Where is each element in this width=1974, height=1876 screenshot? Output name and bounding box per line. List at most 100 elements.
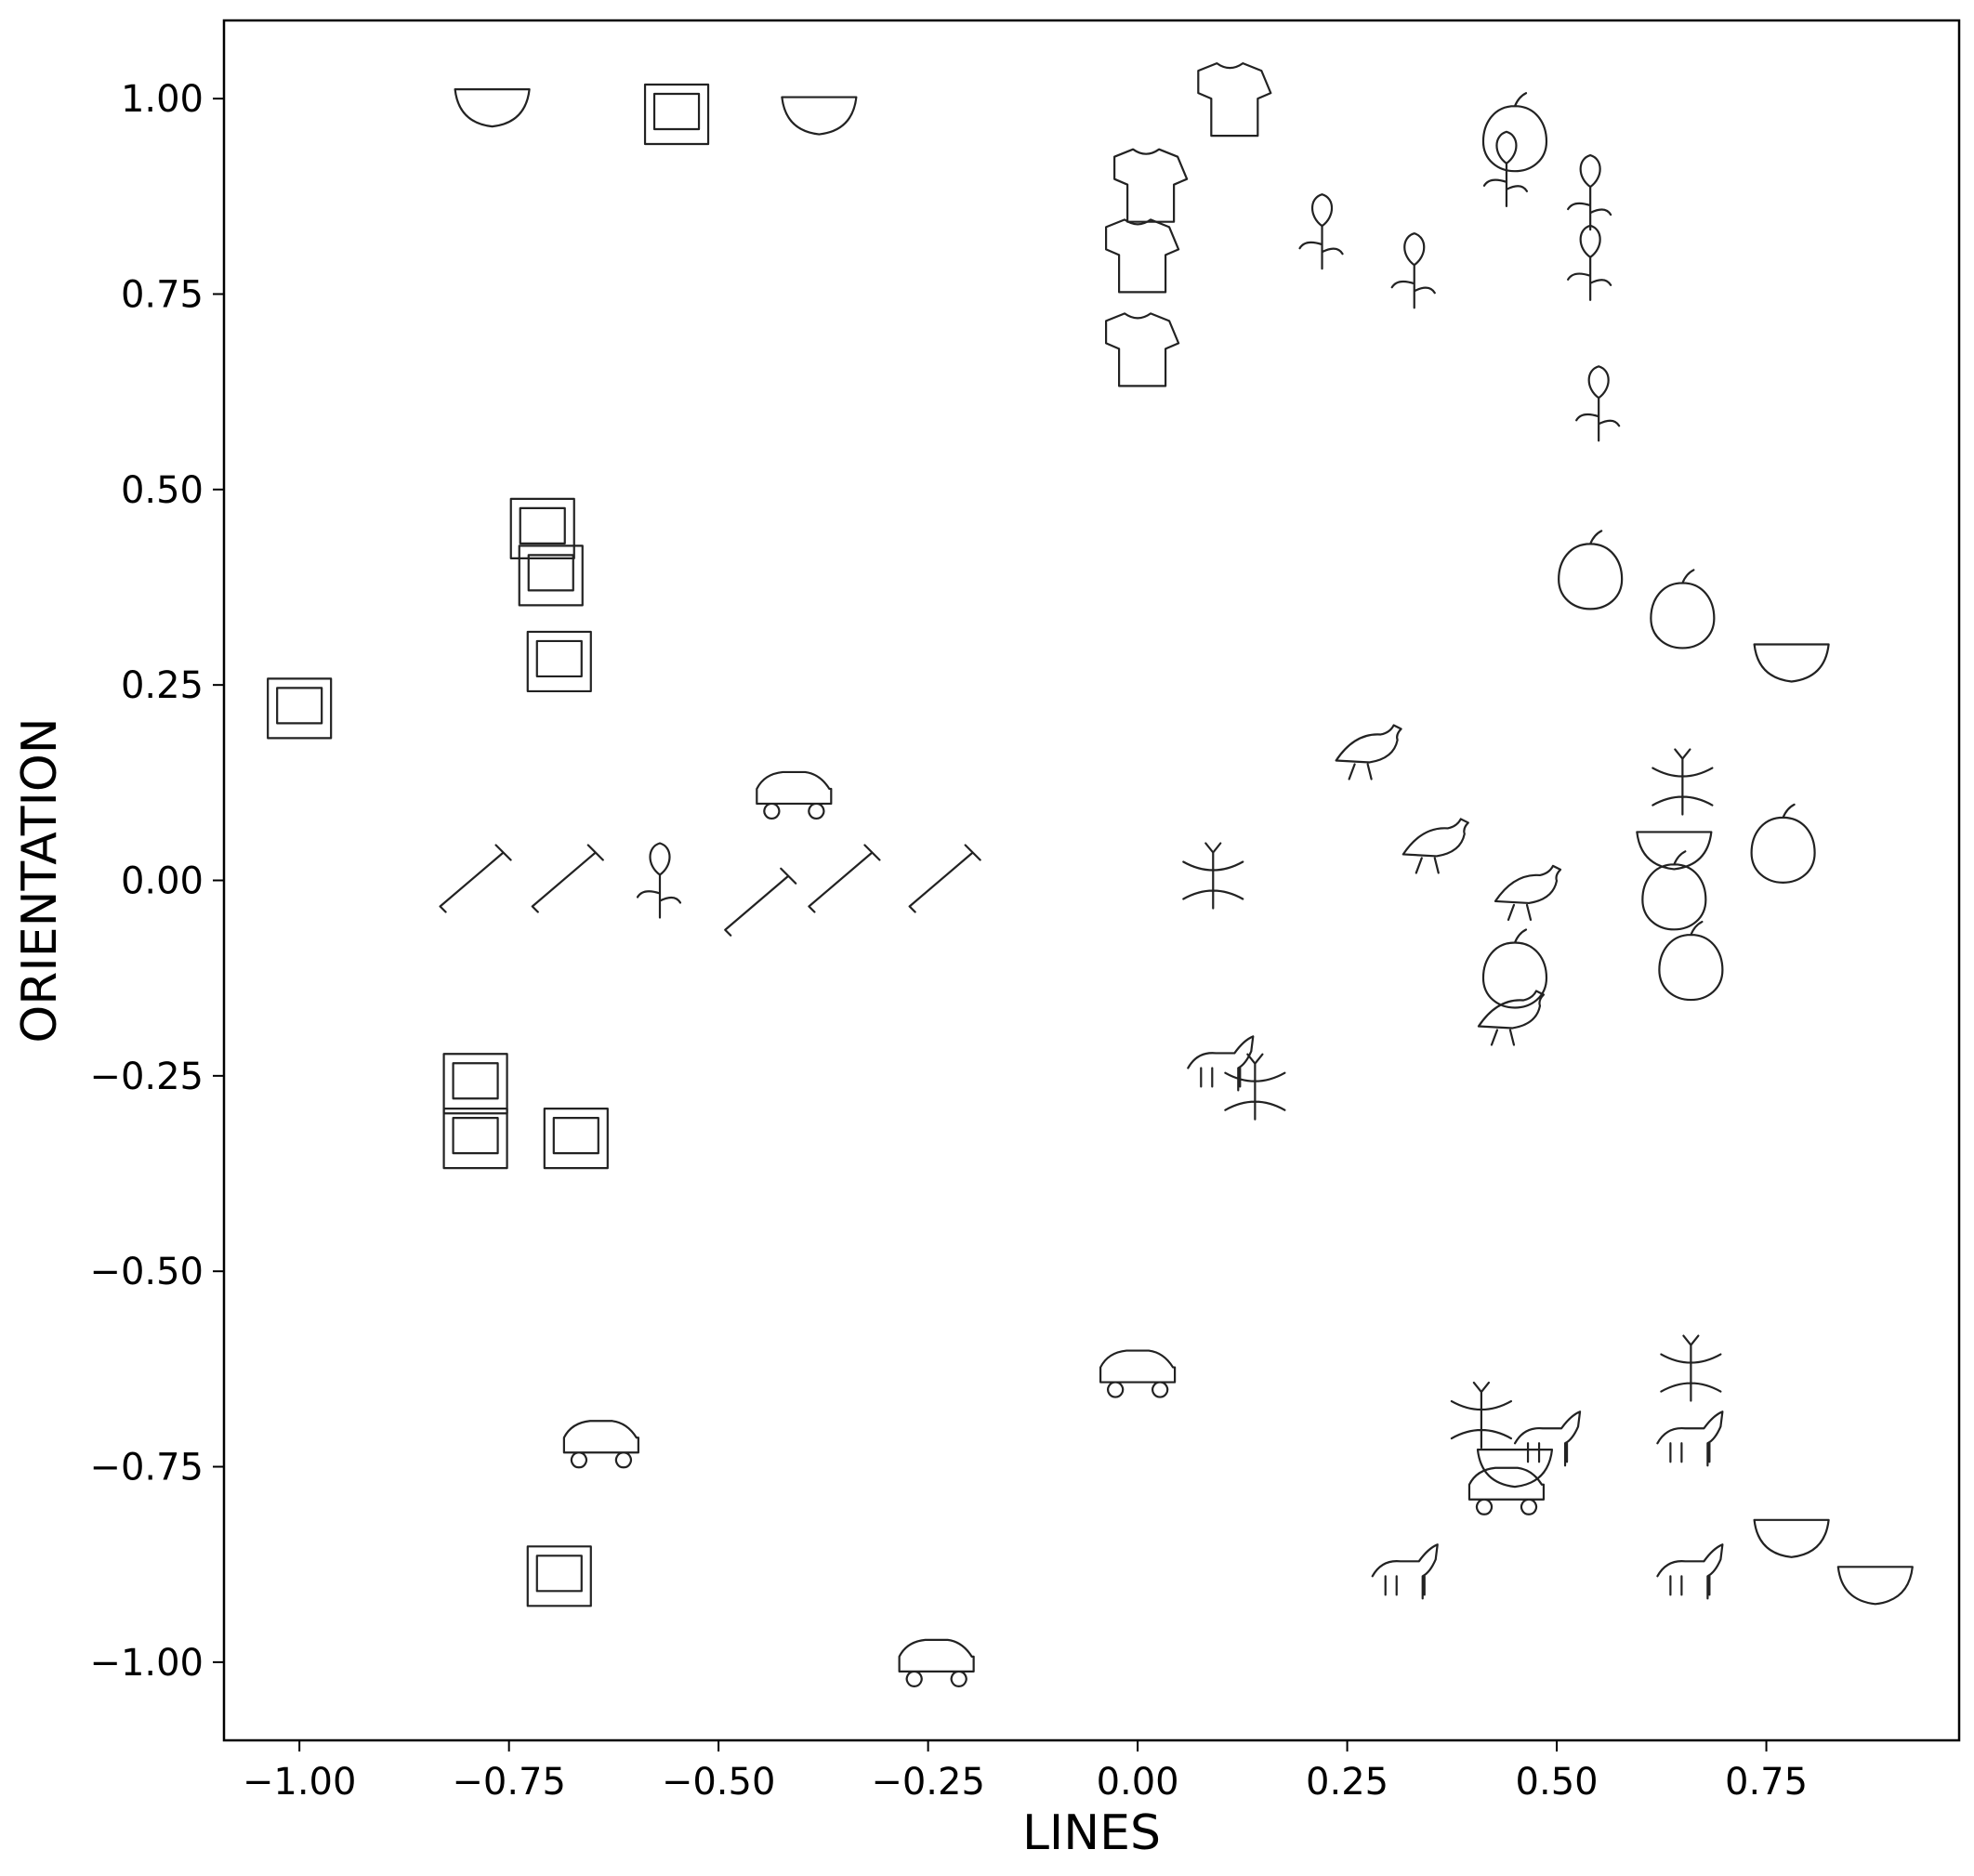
y-tick-label: −0.25 — [89, 1056, 204, 1098]
broccoli-outline — [1567, 224, 1612, 301]
teapot-icon — [1753, 643, 1830, 683]
dragonfly-outline — [1182, 842, 1244, 910]
y-axis-label: ORIENTATION — [12, 717, 68, 1043]
bowl-outline — [1836, 1566, 1914, 1606]
toaster-outline — [543, 1108, 609, 1170]
tulip-outline — [1390, 232, 1436, 309]
banana-outline — [1750, 803, 1816, 884]
pliers-outline — [439, 844, 512, 913]
tractor-icon — [1099, 1349, 1177, 1398]
heron-outline — [1477, 990, 1546, 1046]
goat-icon — [1656, 1543, 1724, 1600]
vulture-outline — [1494, 864, 1562, 922]
military-jacket-icon — [1105, 312, 1180, 387]
microwave-icon — [526, 1545, 592, 1607]
fur-coat-outline — [1197, 62, 1272, 138]
palm-tree-outline — [1482, 130, 1529, 207]
pliers-icon — [439, 844, 512, 913]
asparagus-outline — [636, 842, 682, 919]
igloo-icon — [1476, 1449, 1554, 1489]
y-axis: −1.00 −0.75 −0.50 −0.25 0.00 0.25 0.50 0.75 1.00 — [89, 78, 224, 1685]
cherries-outline — [1558, 530, 1624, 610]
goat-outline — [1656, 1543, 1724, 1600]
television-icon — [442, 1108, 508, 1170]
x-tick-label: 0.50 — [1516, 1761, 1599, 1804]
rose-icon — [1575, 365, 1621, 442]
x-axis: −1.00 −0.75 −0.50 −0.25 0.00 0.25 0.50 0.75 — [243, 1740, 1808, 1804]
ant-icon — [1450, 1381, 1512, 1450]
raspberry-icon — [1481, 928, 1548, 1009]
onion-icon — [1641, 850, 1707, 931]
deer-outline — [1187, 1035, 1255, 1092]
onion-outline — [1641, 850, 1707, 931]
cow-icon — [1656, 1410, 1724, 1467]
artichoke-icon — [1567, 154, 1612, 231]
dragonfly-2-outline — [1224, 1053, 1286, 1121]
vulture-icon — [1494, 864, 1562, 922]
teapot-outline — [1753, 643, 1830, 683]
y-tick-label: 0.25 — [121, 664, 204, 707]
hammer-icon — [808, 844, 881, 913]
scooter-outline — [756, 770, 833, 820]
hammer-outline — [808, 844, 881, 913]
y-tick-label: 0.50 — [121, 469, 204, 512]
rose-outline — [1575, 365, 1621, 442]
x-tick-label: 0.00 — [1097, 1761, 1179, 1804]
lemon-icon — [1658, 920, 1724, 1002]
cherries-icon — [1558, 530, 1624, 610]
bell-pepper-outline — [1481, 92, 1548, 173]
y-tick-label: 1.00 — [121, 78, 204, 121]
windmill-icon — [526, 630, 592, 693]
washing-machine-icon — [267, 677, 333, 740]
parrot-outline — [1402, 818, 1469, 874]
bus-outline — [562, 1420, 639, 1469]
x-tick-label: −1.00 — [243, 1761, 357, 1804]
horse-icon — [1513, 1410, 1582, 1467]
toaster-icon — [543, 1108, 609, 1170]
broccoli-icon — [1567, 224, 1612, 301]
hoodie-outline — [1113, 148, 1189, 223]
plate-icon — [1753, 1518, 1830, 1558]
lemon-outline — [1658, 920, 1724, 1002]
bowl-icon — [1836, 1566, 1914, 1606]
heron-icon — [1477, 990, 1546, 1046]
donkey-icon — [1371, 1543, 1439, 1600]
points-layer — [267, 62, 1914, 1687]
salt-shaker-icon — [454, 88, 531, 128]
plate-outline — [1753, 1518, 1830, 1558]
artichoke-outline — [1567, 154, 1612, 231]
apple-outline — [1650, 569, 1716, 649]
y-tick-label: −1.00 — [89, 1642, 204, 1685]
ladybug-outline — [1652, 748, 1714, 816]
hoodie-icon — [1113, 148, 1189, 223]
tulip-icon — [1390, 232, 1436, 309]
scooter-icon — [756, 770, 833, 820]
apple-icon — [1650, 569, 1716, 649]
lighthouse-icon — [643, 83, 710, 146]
bus-icon — [562, 1420, 639, 1469]
x-tick-label: −0.25 — [871, 1761, 985, 1804]
shovel-outline — [908, 844, 981, 913]
butterfly-icon — [1660, 1334, 1722, 1402]
pyramid-icon — [518, 544, 584, 607]
parrot-icon — [1402, 818, 1469, 874]
t-shirt-icon — [1105, 218, 1180, 294]
y-tick-label: 0.75 — [121, 273, 204, 316]
donkey-outline — [1371, 1543, 1439, 1600]
x-axis-label: LINES — [1022, 1805, 1161, 1861]
sunflower-icon — [1298, 193, 1344, 270]
shovel-icon — [908, 844, 981, 913]
car-outline — [898, 1638, 975, 1687]
television-outline — [442, 1108, 508, 1170]
asparagus-icon — [636, 842, 682, 919]
t-shirt-outline — [1105, 218, 1180, 294]
glass-icon — [781, 96, 858, 136]
tractor-outline — [1099, 1349, 1177, 1398]
dragonfly-icon — [1182, 842, 1244, 910]
pyramid-outline — [518, 544, 584, 607]
bell-pepper-icon — [1481, 92, 1548, 173]
x-tick-label: −0.75 — [452, 1761, 566, 1804]
raspberry-outline — [1481, 928, 1548, 1009]
